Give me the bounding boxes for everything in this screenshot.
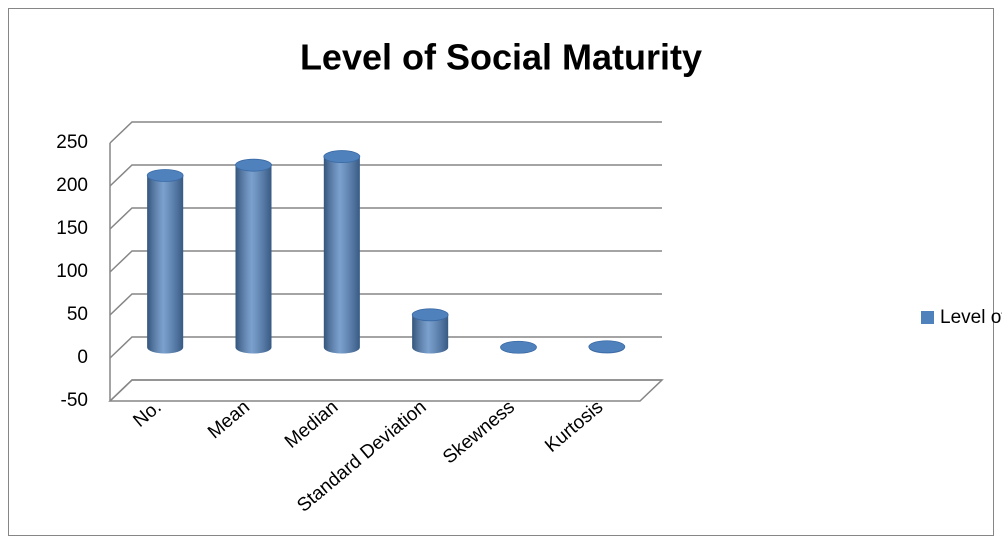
grid-line: [109, 336, 662, 359]
y-tick-label: 150: [56, 218, 88, 239]
grid-line: [109, 250, 662, 273]
legend-label: Level of Social Maturity: [940, 307, 1002, 328]
y-tick-label: 100: [56, 261, 88, 282]
bar-top: [411, 308, 449, 322]
bar-shade: [147, 175, 184, 354]
y-tick-label: 250: [56, 132, 88, 153]
legend-swatch: [921, 311, 934, 324]
grid-line: [109, 379, 662, 402]
y-tick-label: 50: [67, 304, 88, 325]
y-tick-label: -50: [61, 390, 88, 411]
grid-line: [109, 164, 662, 187]
bar-shade: [323, 156, 360, 354]
bar-top: [235, 158, 272, 172]
y-tick-label: 200: [56, 175, 88, 196]
bar-shade: [235, 165, 272, 354]
chart-title: Level of Social Maturity: [300, 37, 702, 78]
grid-line: [109, 207, 662, 230]
bar-top: [500, 340, 537, 354]
grid-line: [109, 293, 662, 316]
bar-top: [588, 340, 626, 354]
bar-shade: [412, 314, 449, 354]
bar-top: [323, 150, 361, 163]
y-tick-label: 0: [77, 347, 88, 368]
bar-top: [146, 169, 184, 182]
grid-line: [109, 121, 662, 144]
